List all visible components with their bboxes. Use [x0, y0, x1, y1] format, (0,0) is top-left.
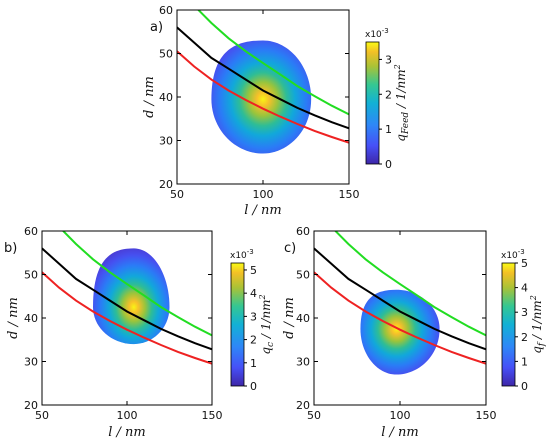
x-tick-label: 50 — [35, 409, 49, 422]
y-axis-label: d / nm — [6, 297, 21, 339]
colorbar-tick-label: 2 — [385, 88, 392, 101]
x-tick-label: 150 — [202, 409, 223, 422]
colorbar-tick-label: 5 — [521, 257, 528, 270]
plot-clip — [314, 231, 486, 375]
panel-label: a) — [150, 20, 163, 35]
colorbar: 0 1 2 3 4 5 x10-3 qc / 1/nm2 — [230, 248, 276, 393]
red-curve — [177, 50, 349, 144]
panel-label: c) — [284, 241, 296, 256]
black-curve — [42, 247, 212, 351]
y-axis-label: d / nm — [142, 76, 157, 118]
red-curve — [42, 271, 212, 365]
red-curve — [314, 271, 486, 365]
panel-c: c) 50 100 150 20 30 40 50 60 l / nm d / nm 0 1 2 3… — [282, 225, 547, 440]
colorbar-gradient — [230, 262, 245, 387]
colorbar-tick-label: 5 — [250, 264, 257, 277]
colorbar-tick-label: 0 — [250, 380, 257, 393]
colorbar-tick-label: 3 — [521, 306, 528, 319]
colorbar-label: qc / 1/nm2 — [258, 294, 276, 354]
colorbar-label: qFeed / 1/nm2 — [393, 64, 411, 141]
y-tick-label: 40 — [24, 312, 38, 325]
plot-clip — [177, 10, 349, 154]
x-tick-label: 100 — [253, 188, 274, 201]
colorbar-tick-label: 0 — [385, 158, 392, 171]
y-tick-label: 50 — [159, 48, 173, 61]
colorbar-gradient — [365, 41, 380, 165]
colorbar-tick-label: 4 — [521, 282, 528, 295]
colorbar-tick-label: 0 — [521, 380, 528, 393]
y-tick-label: 50 — [296, 269, 310, 282]
colorbar-gradient — [501, 262, 516, 387]
density-blob — [93, 248, 170, 345]
colorbar-tick-label: 1 — [250, 357, 257, 370]
plot-clip — [42, 231, 212, 365]
x-tick-label: 150 — [476, 409, 497, 422]
y-tick-label: 50 — [24, 269, 38, 282]
colorbar-tick-label: 4 — [250, 287, 257, 300]
x-tick-label: 50 — [307, 409, 321, 422]
plot-area: 50 100 150 20 30 40 50 60 — [159, 4, 360, 201]
plot-area: 50 100 150 20 30 40 50 60 — [24, 225, 223, 422]
colorbar-tick-label: 3 — [250, 310, 257, 323]
green-curve — [61, 231, 212, 337]
colorbar-exponent: x10-3 — [365, 27, 389, 40]
y-tick-label: 30 — [24, 356, 38, 369]
density-blob — [211, 40, 312, 154]
colorbar-exponent: x10-3 — [501, 248, 525, 261]
green-curve — [197, 10, 349, 116]
y-tick-label: 40 — [296, 312, 310, 325]
x-axis-label: l / nm — [244, 203, 282, 218]
panel-b: b) 50 100 150 20 30 40 50 60 l / nm d / nm 0 1 2 3… — [4, 225, 276, 440]
x-tick-label: 100 — [390, 409, 411, 422]
panel-label: b) — [4, 241, 17, 256]
y-tick-label: 20 — [24, 399, 38, 412]
y-tick-label: 40 — [159, 91, 173, 104]
black-curve — [314, 247, 486, 351]
panel-a: a) 50 100 150 20 30 40 50 60 l / nm d / nm 0 1 2 3… — [142, 4, 411, 218]
y-tick-label: 60 — [159, 4, 173, 17]
colorbar: 0 1 2 3 x10-3 qFeed / 1/nm2 — [365, 27, 411, 171]
y-tick-label: 30 — [296, 356, 310, 369]
colorbar-exponent: x10-3 — [230, 248, 254, 261]
x-axis-label: l / nm — [381, 425, 419, 440]
y-tick-label: 60 — [24, 225, 38, 238]
y-axis-label: d / nm — [282, 297, 297, 339]
x-tick-label: 100 — [117, 409, 138, 422]
x-tick-label: 50 — [170, 188, 184, 201]
x-axis-label: l / nm — [108, 425, 146, 440]
y-tick-label: 20 — [159, 178, 173, 191]
green-curve — [334, 231, 486, 337]
black-curve — [177, 26, 349, 130]
y-tick-label: 20 — [296, 399, 310, 412]
x-tick-label: 150 — [339, 188, 360, 201]
plot-area: 50 100 150 20 30 40 50 60 — [296, 225, 497, 422]
y-tick-label: 60 — [296, 225, 310, 238]
colorbar-tick-label: 1 — [521, 355, 528, 368]
colorbar-tick-label: 2 — [250, 334, 257, 347]
y-tick-label: 30 — [159, 135, 173, 148]
colorbar-label: qf / 1/nm2 — [529, 295, 547, 354]
colorbar-tick-label: 3 — [385, 53, 392, 66]
colorbar-tick-label: 2 — [521, 331, 528, 344]
colorbar-tick-label: 1 — [385, 123, 392, 136]
density-blob — [360, 289, 440, 375]
